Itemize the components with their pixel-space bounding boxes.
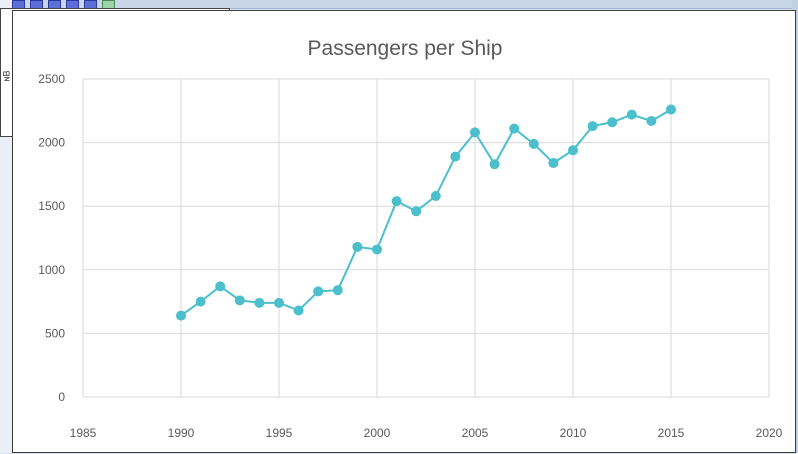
data-point	[176, 310, 186, 321]
data-point	[254, 297, 265, 308]
x-tick-label: 1985	[70, 426, 97, 440]
x-tick-label: 1990	[168, 426, 195, 440]
data-point	[450, 151, 461, 162]
data-point	[548, 157, 559, 168]
data-point	[626, 109, 637, 120]
gridlines	[82, 78, 770, 398]
data-point	[372, 244, 382, 255]
data-point	[607, 117, 618, 128]
data-point	[646, 115, 657, 126]
data-point	[332, 285, 343, 296]
series-line	[180, 108, 672, 317]
x-tick-label: 2015	[658, 426, 685, 440]
y-tick-label: 0	[58, 390, 65, 404]
data-point	[411, 206, 422, 217]
background-panel-glyph: ɴB	[1, 70, 12, 82]
data-point	[470, 127, 480, 138]
data-point	[666, 104, 676, 115]
chart-card[interactable]: Passengers per Ship 0 500 1000 1500 2000 2500…	[12, 10, 796, 453]
x-axis-tick-labels: 1985 1990 1995 2000 2005 2010 2015 2020	[70, 426, 783, 440]
data-point	[509, 123, 520, 134]
data-point	[430, 191, 441, 202]
x-tick-label: 2005	[462, 426, 489, 440]
y-tick-label: 2000	[38, 136, 65, 150]
data-point	[489, 159, 500, 170]
y-tick-label: 1500	[38, 199, 65, 213]
data-point	[234, 295, 245, 306]
series-layer	[176, 104, 676, 321]
data-point	[274, 297, 284, 308]
y-axis-tick-labels: 0 500 1000 1500 2000 2500	[38, 72, 65, 404]
data-point	[313, 286, 324, 297]
y-tick-label: 500	[45, 326, 65, 340]
y-tick-label: 1000	[38, 263, 65, 277]
line-chart: 0 500 1000 1500 2000 2500 1985 1990 1995 2000 200…	[38, 72, 783, 440]
background-toolbar-strip	[0, 0, 798, 9]
data-point	[391, 196, 402, 207]
x-tick-label: 2010	[560, 426, 587, 440]
x-tick-label: 2000	[364, 426, 391, 440]
chart-title: Passengers per Ship	[307, 37, 503, 60]
x-tick-label: 2020	[756, 426, 783, 440]
data-point	[528, 138, 539, 149]
x-tick-label: 1995	[266, 426, 293, 440]
y-tick-label: 2500	[38, 72, 65, 86]
data-point	[352, 241, 363, 252]
data-point	[293, 305, 304, 316]
data-point	[568, 145, 578, 156]
data-point	[195, 296, 206, 307]
data-point	[587, 121, 598, 132]
data-point	[215, 281, 226, 292]
